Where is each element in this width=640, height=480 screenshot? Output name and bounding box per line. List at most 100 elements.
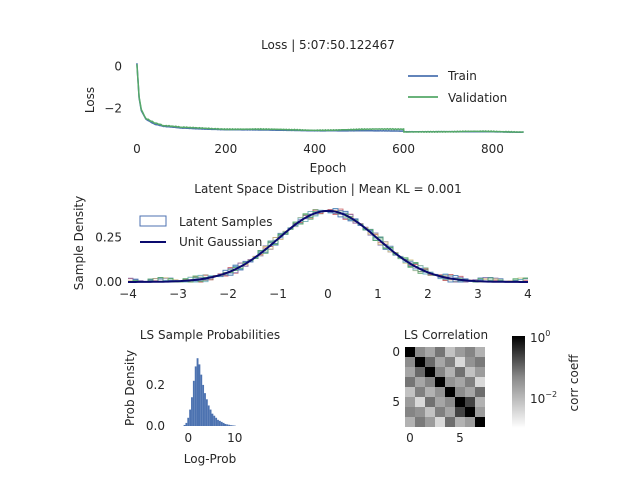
corr-cell <box>415 357 425 367</box>
corr-cell <box>425 407 435 417</box>
logprob-bar <box>205 399 208 426</box>
logprob-bar <box>222 422 225 426</box>
corr-cell <box>455 367 465 377</box>
corr-cell <box>405 347 415 357</box>
colorbar <box>512 336 525 428</box>
corr-ticks: 0 5 0 5 <box>392 345 463 445</box>
latent-xticks: −4 −3 −2 −1 0 1 2 3 4 <box>119 287 532 301</box>
logprob-bar <box>217 419 219 426</box>
logprob-bar <box>189 409 192 426</box>
corr-xtick-label: 5 <box>456 431 464 445</box>
logprob-bar <box>191 397 193 426</box>
corr-cell <box>445 417 455 427</box>
corr-cell <box>455 387 465 397</box>
corr-cell <box>435 367 445 377</box>
logprob-bar <box>209 409 212 426</box>
corr-cell <box>465 387 475 397</box>
corr-cell <box>435 377 445 387</box>
corr-cell <box>465 367 475 377</box>
corr-cell <box>475 367 485 377</box>
latent-legend: Latent Samples Unit Gaussian <box>139 215 273 249</box>
corr-plot: LS Correlation 0 5 0 5 100 10−2 corr coeff <box>392 328 581 445</box>
latent-title: Latent Space Distribution | Mean KL = 0.… <box>194 182 461 196</box>
logprob-bar <box>198 364 201 426</box>
corr-cell <box>465 417 475 427</box>
corr-cell <box>455 397 465 407</box>
logprob-bar <box>215 417 218 426</box>
corr-cell <box>445 347 455 357</box>
latent-xtick-label: −3 <box>169 287 187 301</box>
loss-series-validation <box>136 64 524 134</box>
corr-cell <box>415 347 425 357</box>
corr-cell <box>465 357 475 367</box>
logprob-bar <box>228 424 231 426</box>
corr-cell <box>455 377 465 387</box>
loss-ylabel: Loss <box>83 87 97 113</box>
loss-xticks: 0 200 400 600 800 <box>133 142 504 156</box>
logprob-bar <box>224 423 227 426</box>
latent-xtick-label: −2 <box>219 287 237 301</box>
unit-gaussian-curve <box>128 209 528 283</box>
loss-xtick-label: 400 <box>303 142 326 156</box>
latent-xtick-label: 2 <box>424 287 432 301</box>
corr-cell <box>425 347 435 357</box>
corr-cell <box>465 407 475 417</box>
loss-ytick-label: −2 <box>104 101 122 115</box>
loss-xtick-label: 600 <box>392 142 415 156</box>
corr-cell <box>445 357 455 367</box>
latent-plot: Latent Space Distribution | Mean KL = 0.… <box>72 182 532 301</box>
legend-latent-samples-patch <box>139 215 167 227</box>
logprob-bar <box>196 358 199 426</box>
loss-lines <box>136 63 524 134</box>
logprob-bar <box>220 421 223 426</box>
corr-cell <box>425 357 435 367</box>
corr-title: LS Correlation <box>404 328 488 342</box>
corr-heatmap <box>405 347 485 427</box>
corr-cell <box>475 417 485 427</box>
corr-cell <box>465 347 475 357</box>
corr-cell <box>415 417 425 427</box>
corr-cell <box>405 377 415 387</box>
latent-xtick-label: −4 <box>119 287 137 301</box>
corr-cell <box>465 397 475 407</box>
latent-xtick-label: 1 <box>374 287 382 301</box>
loss-xtick-label: 200 <box>214 142 237 156</box>
corr-cell <box>425 387 435 397</box>
logprob-bar <box>202 384 205 426</box>
corr-cell <box>405 367 415 377</box>
logprob-bar <box>200 374 203 426</box>
loss-yticks: 0 −2 <box>104 59 122 115</box>
latent-xtick-label: −1 <box>269 287 287 301</box>
logprob-xtick-label: 0 <box>184 431 192 445</box>
loss-plot: Loss | 5:07:50.122467 0 200 400 600 800 0−2 … <box>83 38 524 175</box>
corr-cell <box>445 407 455 417</box>
legend-train-label: Train <box>447 69 477 83</box>
legend-unit-gaussian-label: Unit Gaussian <box>179 235 262 249</box>
logprob-title: LS Sample Probabilities <box>140 328 280 342</box>
corr-cell <box>415 387 425 397</box>
corr-cell <box>445 367 455 377</box>
corr-cell <box>415 377 425 387</box>
logprob-bar <box>230 425 232 426</box>
corr-ytick-label: 5 <box>392 395 400 409</box>
legend-validation-label: Validation <box>448 91 507 105</box>
logprob-xlabel: Log-Prob <box>184 452 236 466</box>
loss-legend: Train Validation <box>408 69 507 105</box>
legend-latent-samples-label: Latent Samples <box>179 215 273 229</box>
corr-cell <box>415 407 425 417</box>
corr-cell <box>455 417 465 427</box>
latent-yticks: 0.00 0.25 <box>95 230 122 289</box>
logprob-bar <box>187 417 190 426</box>
logprob-bar <box>207 405 210 426</box>
latent-xtick-label: 3 <box>474 287 482 301</box>
logprob-bar <box>185 422 188 426</box>
corr-cell <box>425 367 435 377</box>
logprob-plot: LS Sample Probabilities 0 10 0.0 0.2 Log-P… <box>123 328 280 466</box>
corr-xtick-label: 0 <box>406 431 414 445</box>
logprob-ytick-label: 0.0 <box>146 419 165 433</box>
logprob-bar <box>211 413 214 426</box>
loss-title: Loss | 5:07:50.122467 <box>261 38 395 52</box>
latent-ylabel: Sample Density <box>72 196 86 290</box>
corr-cell <box>425 417 435 427</box>
